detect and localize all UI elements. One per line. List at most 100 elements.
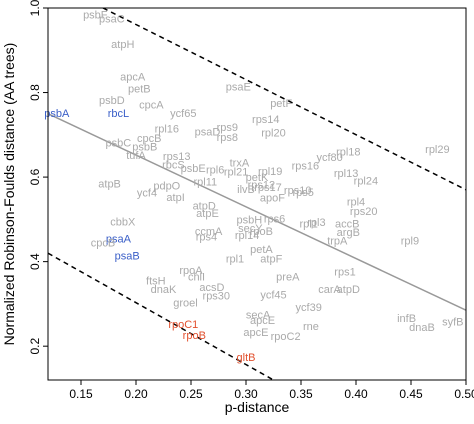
point-label-rpl1: rpl1 [226, 253, 244, 265]
point-label-psbe: psbE [181, 163, 206, 175]
point-label-rps14: rps14 [252, 114, 280, 126]
y-tick-label: 1.0 [28, 0, 42, 16]
point-label-ccma: ccmA [195, 226, 223, 238]
point-label-ycf45: ycf45 [260, 290, 286, 302]
point-label-apca: apcA [120, 71, 146, 83]
point-label-rpl14: rpl14 [235, 230, 259, 242]
point-label-cbbx: cbbX [110, 216, 136, 228]
point-label-peta: petA [250, 244, 273, 256]
point-label-psbd: psbD [99, 95, 125, 107]
point-label-ycf80: ycf80 [316, 152, 342, 164]
point-label-rpoa: rpoA [179, 265, 203, 277]
point-label-rpl1: rpl1 [300, 219, 318, 231]
point-label-gltb: gltB [237, 352, 256, 364]
lower-envelope-line [48, 252, 274, 380]
point-label-atph: atpH [111, 39, 134, 51]
point-label-rpl21: rpl21 [224, 167, 248, 179]
point-label-atpd: atpD [337, 284, 360, 296]
point-label-ycf4: ycf4 [137, 188, 157, 200]
point-label-rps17: rps17 [254, 182, 282, 194]
x-axis: 0.15 0.20 0.25 0.30 0.35 0.40 0.45 0.50 [69, 380, 474, 401]
point-label-rpl18: rpl18 [336, 147, 360, 159]
reference-lines-layer [48, 8, 466, 380]
point-label-acsd: acsD [199, 282, 224, 294]
point-label-prea: preA [276, 271, 300, 283]
point-label-cpca: cpcA [139, 99, 164, 111]
point-label-seca: secA [246, 309, 271, 321]
point-label-apof: apoF [260, 192, 285, 204]
point-label-rne: rne [303, 321, 319, 333]
point-label-chli: chlI [188, 271, 205, 283]
point-label-rpl19: rpl19 [258, 166, 282, 178]
point-label-rps9: rps9 [217, 122, 238, 134]
point-label-accb: accB [335, 219, 359, 231]
point-label-trpa: trpA [327, 236, 348, 248]
point-label-atpi: atpI [166, 192, 184, 204]
x-tick-label: 0.30 [234, 387, 258, 401]
point-label-groel: groel [173, 298, 197, 310]
point-label-ilvb: ilvB [237, 184, 255, 196]
point-label-psbh: psbH [236, 214, 262, 226]
point-label-rps12: rps12 [248, 180, 276, 192]
point-label-psac: psaC [99, 14, 125, 26]
point-label-ycf65: ycf65 [170, 108, 196, 120]
point-label-psba: psbA [44, 108, 70, 120]
point-label-infb: infB [397, 313, 416, 325]
x-axis-title: p-distance [225, 399, 290, 415]
point-label-atpb: atpB [98, 178, 121, 190]
point-label-rbcs: rbcS [162, 159, 185, 171]
point-label-cara: carA [318, 284, 341, 296]
point-label-cpcb: cpcB [91, 238, 115, 250]
point-label-rps1: rps1 [334, 266, 355, 278]
point-label-psae: psaE [226, 82, 251, 94]
point-label-psad: psaD [195, 126, 221, 138]
point-label-rpob: rpoB [183, 330, 206, 342]
point-label-tufa: tufA [126, 150, 146, 162]
x-tick-label: 0.25 [179, 387, 203, 401]
point-label-rps20: rps20 [350, 206, 378, 218]
y-tick-label: 0.8 [28, 84, 42, 101]
point-label-rps8: rps8 [217, 132, 238, 144]
y-tick-label: 0.2 [28, 338, 42, 355]
regression-line [48, 113, 466, 311]
point-label-rpl13: rpl13 [334, 168, 358, 180]
x-tick-label: 0.50 [454, 387, 474, 401]
point-label-ftsh: ftsH [146, 276, 166, 288]
plot-frame [47, 7, 467, 381]
point-label-syfb: syfB [442, 317, 463, 329]
point-label-atpe: atpE [196, 208, 219, 220]
point-label-cpcb: cpcB [137, 133, 161, 145]
point-label-atpd: atpD [193, 200, 216, 212]
y-axis-title: Normalized Robinson-Foulds distance (AA … [1, 43, 17, 346]
x-tick-label: 0.40 [344, 387, 368, 401]
point-label-rps30: rps30 [203, 290, 231, 302]
point-label-secy: secY [238, 223, 263, 235]
point-label-psbc: psbC [106, 137, 132, 149]
x-tick-label: 0.35 [289, 387, 313, 401]
y-tick-label: 0.6 [28, 168, 42, 185]
point-label-apce: apcE [250, 315, 275, 327]
point-label-rpoc2: rpoC2 [271, 331, 301, 343]
x-tick-label: 0.45 [399, 387, 423, 401]
point-label-rpl24: rpl24 [354, 175, 378, 187]
point-label-psbb: psbB [132, 142, 157, 154]
point-label-rpob: rpoB [250, 226, 273, 238]
x-tick-label: 0.15 [69, 387, 93, 401]
y-axis: 0.2 0.4 0.6 0.8 1.0 [28, 0, 48, 355]
point-label-rps6: rps6 [264, 214, 285, 226]
point-label-psbf: psbF [83, 9, 108, 21]
point-label-rpl3: rpl3 [307, 217, 325, 229]
point-label-atpf: atpF [260, 253, 282, 265]
point-label-petk: petK [246, 172, 269, 184]
point-label-rpl16: rpl16 [155, 123, 179, 135]
point-label-rpl11: rpl11 [193, 176, 217, 188]
point-label-dnab: dnaB [409, 322, 435, 334]
point-label-rbcl: rbcL [108, 108, 129, 120]
point-label-rps5: rps5 [292, 187, 313, 199]
point-label-rps4: rps4 [196, 231, 217, 243]
point-label-trxa: trxA [230, 157, 250, 169]
point-label-argb: argB [337, 227, 360, 239]
